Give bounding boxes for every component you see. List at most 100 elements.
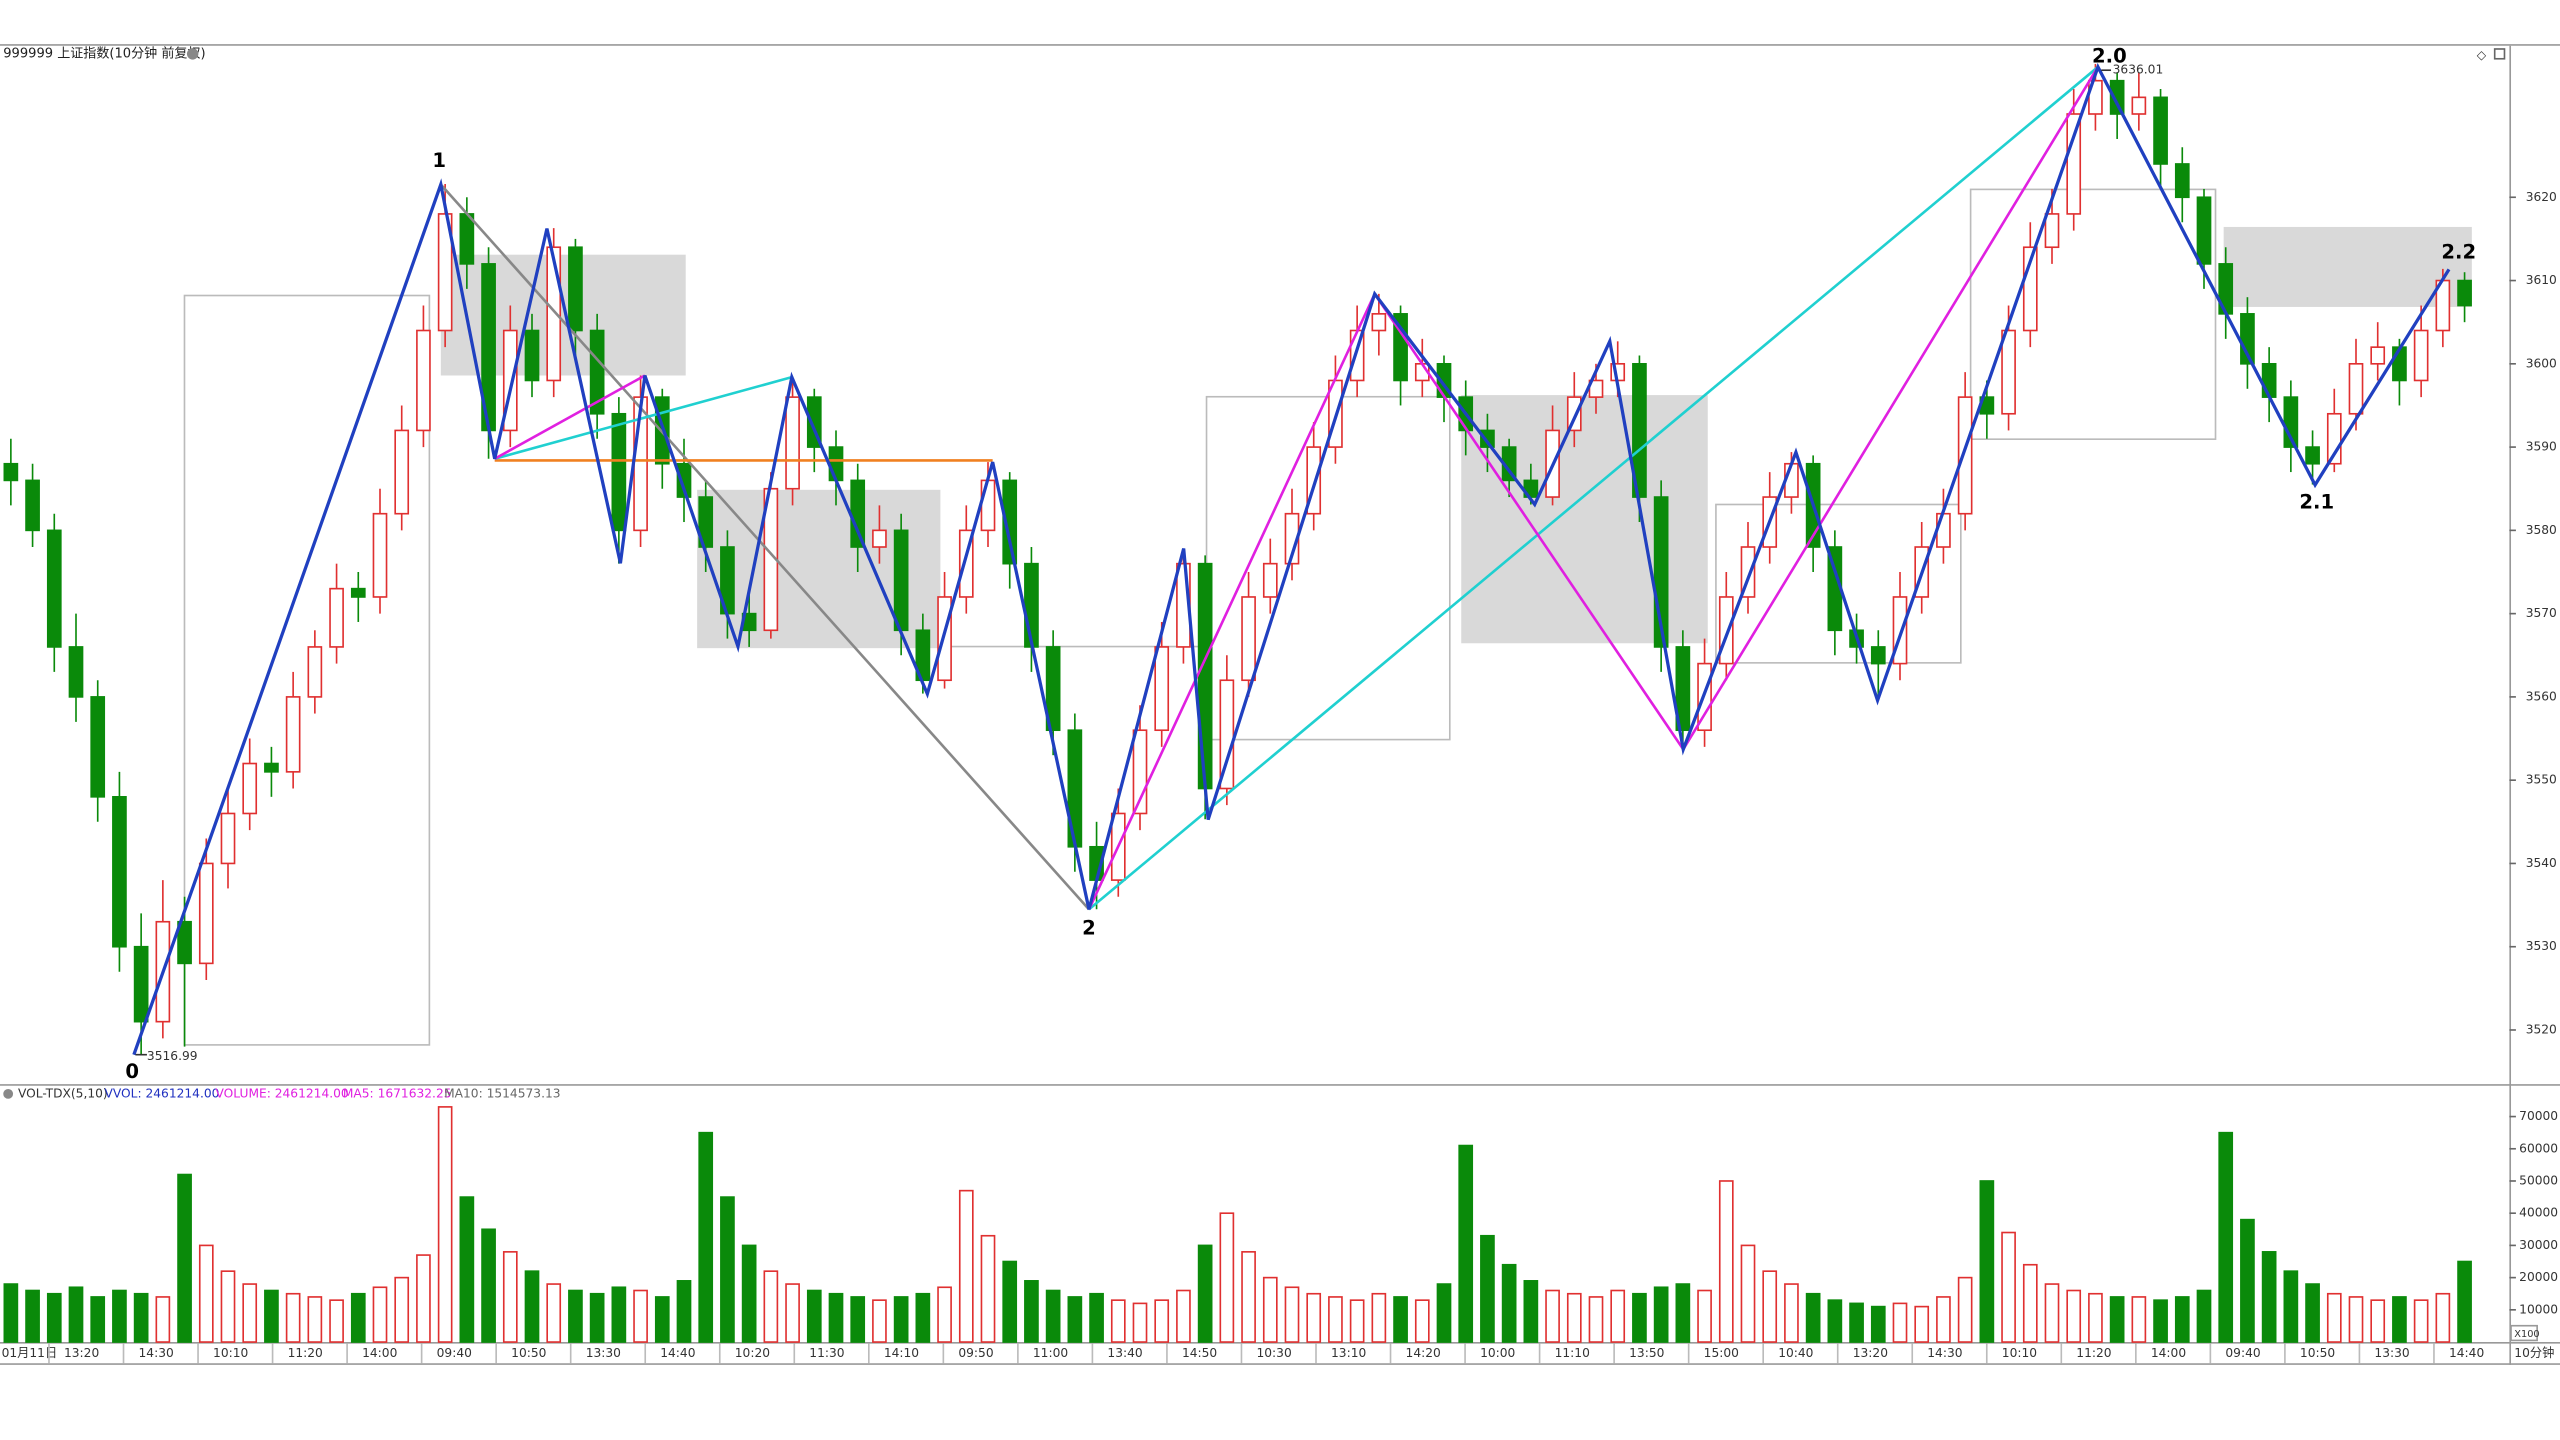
volume-bar <box>1262 1276 1278 1343</box>
y-tick-label: 3570 <box>2526 606 2557 620</box>
volume-bar <box>437 1106 453 1343</box>
candle-body <box>1262 562 1278 598</box>
volume-bar <box>1393 1296 1408 1343</box>
x-tick-label: 14:50 <box>1182 1346 1217 1360</box>
volume-bar <box>502 1251 518 1343</box>
volume-bar <box>1284 1286 1300 1343</box>
volume-bar <box>1697 1289 1712 1343</box>
candle-body <box>90 696 106 798</box>
cyan-line <box>494 375 793 461</box>
y-tick-label: 30000 <box>2519 1238 2558 1252</box>
zone-box <box>1461 395 1708 644</box>
candle-body <box>1675 646 1691 732</box>
candle-body <box>2413 329 2429 382</box>
candle-body <box>1197 562 1213 790</box>
x-tick-label: 13:40 <box>1107 1346 1142 1360</box>
zigzag-line <box>132 62 2451 1056</box>
volume-header: MA5: 1671632.25 <box>343 1086 452 1100</box>
x-tick-label: 14:00 <box>2151 1346 2186 1360</box>
candle-body <box>1219 679 1235 790</box>
x-tick-label: 13:20 <box>1853 1346 1888 1360</box>
x-tick-label: 14:30 <box>139 1346 174 1360</box>
volume-bar <box>785 1283 800 1343</box>
volume-bar <box>589 1292 605 1343</box>
restore-icon[interactable]: ◇ <box>2477 48 2487 62</box>
volume-bar <box>958 1189 974 1343</box>
x-tick-label: 10:10 <box>213 1346 248 1360</box>
volume-bar <box>1784 1283 1799 1343</box>
candle-body <box>676 462 692 498</box>
candle-body <box>2001 329 2016 415</box>
volume-bar <box>611 1286 627 1343</box>
volume-bar <box>1110 1299 1126 1343</box>
volume-bar <box>1892 1302 1908 1343</box>
volume-bar <box>68 1286 84 1343</box>
volume-bar <box>2066 1289 2082 1343</box>
volume-bar <box>1414 1299 1430 1343</box>
x-tick-label: 14:30 <box>1927 1346 1962 1360</box>
volume-bar <box>1957 1276 1973 1343</box>
y-tick-label: 3580 <box>2526 523 2557 537</box>
volume-bar <box>2088 1292 2103 1343</box>
x-tick-label: 13:20 <box>64 1346 99 1360</box>
y-tick-label: 3520 <box>2526 1022 2557 1036</box>
x-tick-label: 13:50 <box>1629 1346 1664 1360</box>
x-tick-label: 11:20 <box>2076 1346 2111 1360</box>
volume-bar <box>155 1296 171 1343</box>
candle-body <box>25 479 40 532</box>
x-tick-label: 14:00 <box>362 1346 397 1360</box>
gray-line <box>439 183 1090 911</box>
volume-bar <box>1849 1302 1864 1343</box>
y-tick-label: 3620 <box>2526 190 2557 204</box>
candle-body <box>1936 512 1951 548</box>
candle-body <box>1002 479 1018 565</box>
candle-body <box>2174 163 2190 199</box>
x-tick-label: 09:40 <box>437 1346 472 1360</box>
pivot-label: 2.2 <box>2441 241 2476 264</box>
y-tick-label: 10000 <box>2519 1302 2558 1316</box>
candle-body <box>177 920 192 965</box>
volume-bar <box>2435 1292 2451 1343</box>
candle-body <box>980 479 996 532</box>
outline-box <box>1715 503 1962 664</box>
maximize-icon[interactable] <box>2493 48 2506 60</box>
indicator-icon[interactable] <box>3 1088 14 1099</box>
candle-body <box>394 429 410 515</box>
x-tick-label: 14:20 <box>1406 1346 1441 1360</box>
x-tick-label: 11:30 <box>809 1346 844 1360</box>
candle-body <box>1154 646 1170 732</box>
x-tick-label: 14:40 <box>2449 1346 2484 1360</box>
volume-header: VOL-TDX(5,10) <box>18 1086 108 1100</box>
pivot-label: 0 <box>125 1060 139 1083</box>
candle-body <box>698 496 714 548</box>
volume-bar <box>1349 1299 1365 1343</box>
volume-bar <box>937 1286 952 1343</box>
x-tick-label: 10:10 <box>2002 1346 2037 1360</box>
volume-bar <box>1328 1296 1343 1343</box>
volume-bar <box>1480 1234 1495 1343</box>
settings-icon[interactable] <box>186 48 199 60</box>
candle-body <box>198 862 214 965</box>
volume-bar <box>372 1286 388 1343</box>
volume-bar <box>3 1283 19 1343</box>
outline-box <box>183 294 431 1046</box>
candle-body <box>828 446 844 482</box>
zone-box <box>2223 226 2472 307</box>
outline-box <box>1969 188 2217 440</box>
candle-body <box>372 512 388 598</box>
volume-bar <box>1306 1292 1322 1343</box>
volume-bar <box>1132 1302 1148 1343</box>
volume-bar <box>1566 1292 1582 1343</box>
volume-bar <box>90 1296 106 1343</box>
volume-bar <box>459 1196 475 1343</box>
candle-body <box>872 529 887 548</box>
volume-bar <box>893 1296 909 1343</box>
volume-bar <box>2283 1270 2299 1343</box>
y-tick-label: 3610 <box>2526 273 2557 287</box>
volume-bar <box>1936 1296 1951 1343</box>
candle-body <box>1371 313 1387 332</box>
volume-bar <box>46 1292 62 1343</box>
volume-bar <box>872 1299 887 1343</box>
